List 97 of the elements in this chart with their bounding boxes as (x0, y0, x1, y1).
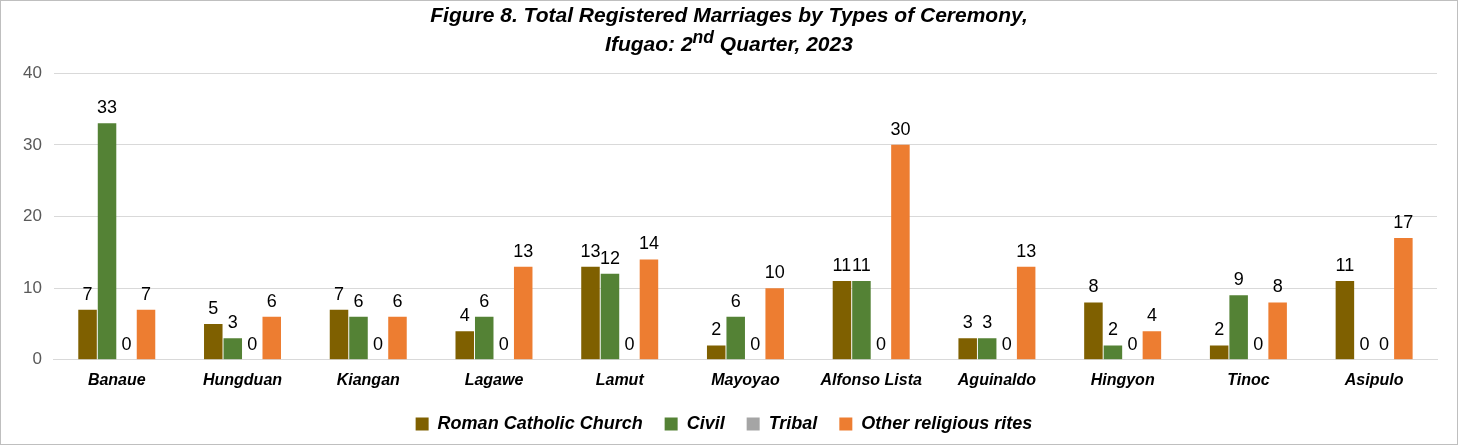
bar (78, 309, 97, 360)
data-label: 12 (599, 247, 620, 268)
data-label: 3 (982, 312, 993, 333)
y-tick-label: 30 (22, 134, 42, 154)
x-tick-label: Lamut (595, 370, 645, 388)
x-tick-label: Mayoyao (711, 370, 780, 388)
x-tick-label: Aguinaldo (956, 370, 1037, 388)
data-label: 0 (121, 333, 132, 354)
legend-label: Other religious rites (861, 412, 1033, 433)
data-label: 30 (890, 118, 911, 139)
y-tick-label: 10 (22, 277, 42, 297)
bar (329, 309, 349, 360)
bar (1142, 331, 1162, 360)
data-label: 5 (208, 297, 219, 318)
y-tick-label: 20 (22, 206, 42, 226)
data-label: 7 (141, 283, 152, 304)
data-label: 0 (1001, 333, 1012, 354)
data-label: 13 (1016, 240, 1037, 261)
bar (706, 345, 726, 360)
bar (136, 309, 156, 360)
bar (204, 323, 223, 360)
data-label: 0 (247, 333, 258, 354)
bar (349, 316, 368, 360)
bar (726, 316, 745, 360)
data-label: 7 (334, 283, 345, 304)
data-label: 0 (1378, 333, 1389, 354)
data-label: 0 (624, 333, 635, 354)
data-label: 0 (1127, 333, 1138, 354)
data-label: 11 (1335, 254, 1355, 275)
data-label: 13 (580, 240, 601, 261)
bar (513, 266, 533, 360)
bar (262, 316, 281, 360)
x-tick-label: Lagawe (464, 370, 524, 388)
data-label: 33 (97, 97, 118, 118)
y-tick-label: 0 (32, 349, 42, 369)
bar (1084, 302, 1103, 360)
data-label: 0 (372, 333, 383, 354)
x-tick-label: Hungduan (202, 370, 283, 388)
data-label: 9 (1233, 269, 1244, 290)
data-label: 6 (730, 290, 741, 311)
bar (581, 266, 600, 360)
bar (600, 273, 620, 360)
bar (639, 259, 659, 360)
data-label: 3 (227, 312, 238, 333)
data-label: 13 (513, 240, 534, 261)
data-label: 0 (498, 333, 509, 354)
bar (977, 338, 997, 360)
bar (1394, 238, 1413, 360)
data-label: 7 (82, 283, 93, 304)
data-label: 14 (638, 233, 659, 254)
data-label: 6 (392, 290, 403, 311)
data-label: 11 (852, 254, 871, 275)
bar (832, 280, 852, 360)
x-tick-label: Hingyon (1090, 370, 1155, 388)
data-label: 6 (266, 290, 277, 311)
x-tick-label: Asipulo (1343, 370, 1404, 388)
data-label: 11 (832, 254, 852, 275)
bar (891, 144, 910, 360)
x-tick-label: Tinoc (1227, 370, 1270, 388)
legend-label: Civil (686, 412, 726, 433)
x-tick-label: Kiangan (336, 370, 401, 388)
data-label: 4 (1146, 305, 1157, 326)
data-label: 8 (1088, 276, 1099, 297)
data-label: 0 (875, 333, 886, 354)
data-label: 0 (750, 333, 761, 354)
bar (852, 280, 871, 360)
legend-label: Tribal (768, 412, 819, 433)
bar (388, 316, 407, 360)
data-label: 2 (1107, 319, 1118, 340)
data-label: 2 (711, 319, 722, 340)
y-tick-label: 40 (22, 62, 42, 82)
bar (1335, 280, 1355, 360)
bar (1268, 302, 1287, 360)
data-label: 6 (479, 290, 490, 311)
chart-title: Figure 8. Total Registered Marriages by Types of Ceremony, Ifugao: 2$^{nd}$ Quarter, 2023 (429, 3, 1029, 55)
bar (474, 316, 494, 360)
data-label: 4 (459, 305, 470, 326)
bar (958, 338, 977, 360)
data-label: 6 (353, 290, 364, 311)
bar (1229, 295, 1248, 360)
bar (1103, 345, 1123, 360)
bar (97, 123, 117, 360)
x-tick-label: Alfonso Lista (819, 370, 922, 388)
data-label: 3 (962, 312, 973, 333)
data-label: 0 (1359, 333, 1370, 354)
bar (1016, 266, 1036, 360)
data-label: 8 (1272, 276, 1283, 297)
data-label: 0 (1253, 333, 1264, 354)
bar (765, 288, 784, 360)
bar (223, 338, 243, 360)
x-tick-label: Banaue (87, 370, 146, 388)
bar (455, 331, 475, 360)
legend-label: Roman Catholic Church (437, 412, 643, 433)
data-label: 2 (1214, 319, 1225, 340)
bar (1209, 345, 1229, 360)
data-label: 17 (1393, 211, 1414, 232)
data-label: 10 (764, 262, 785, 283)
